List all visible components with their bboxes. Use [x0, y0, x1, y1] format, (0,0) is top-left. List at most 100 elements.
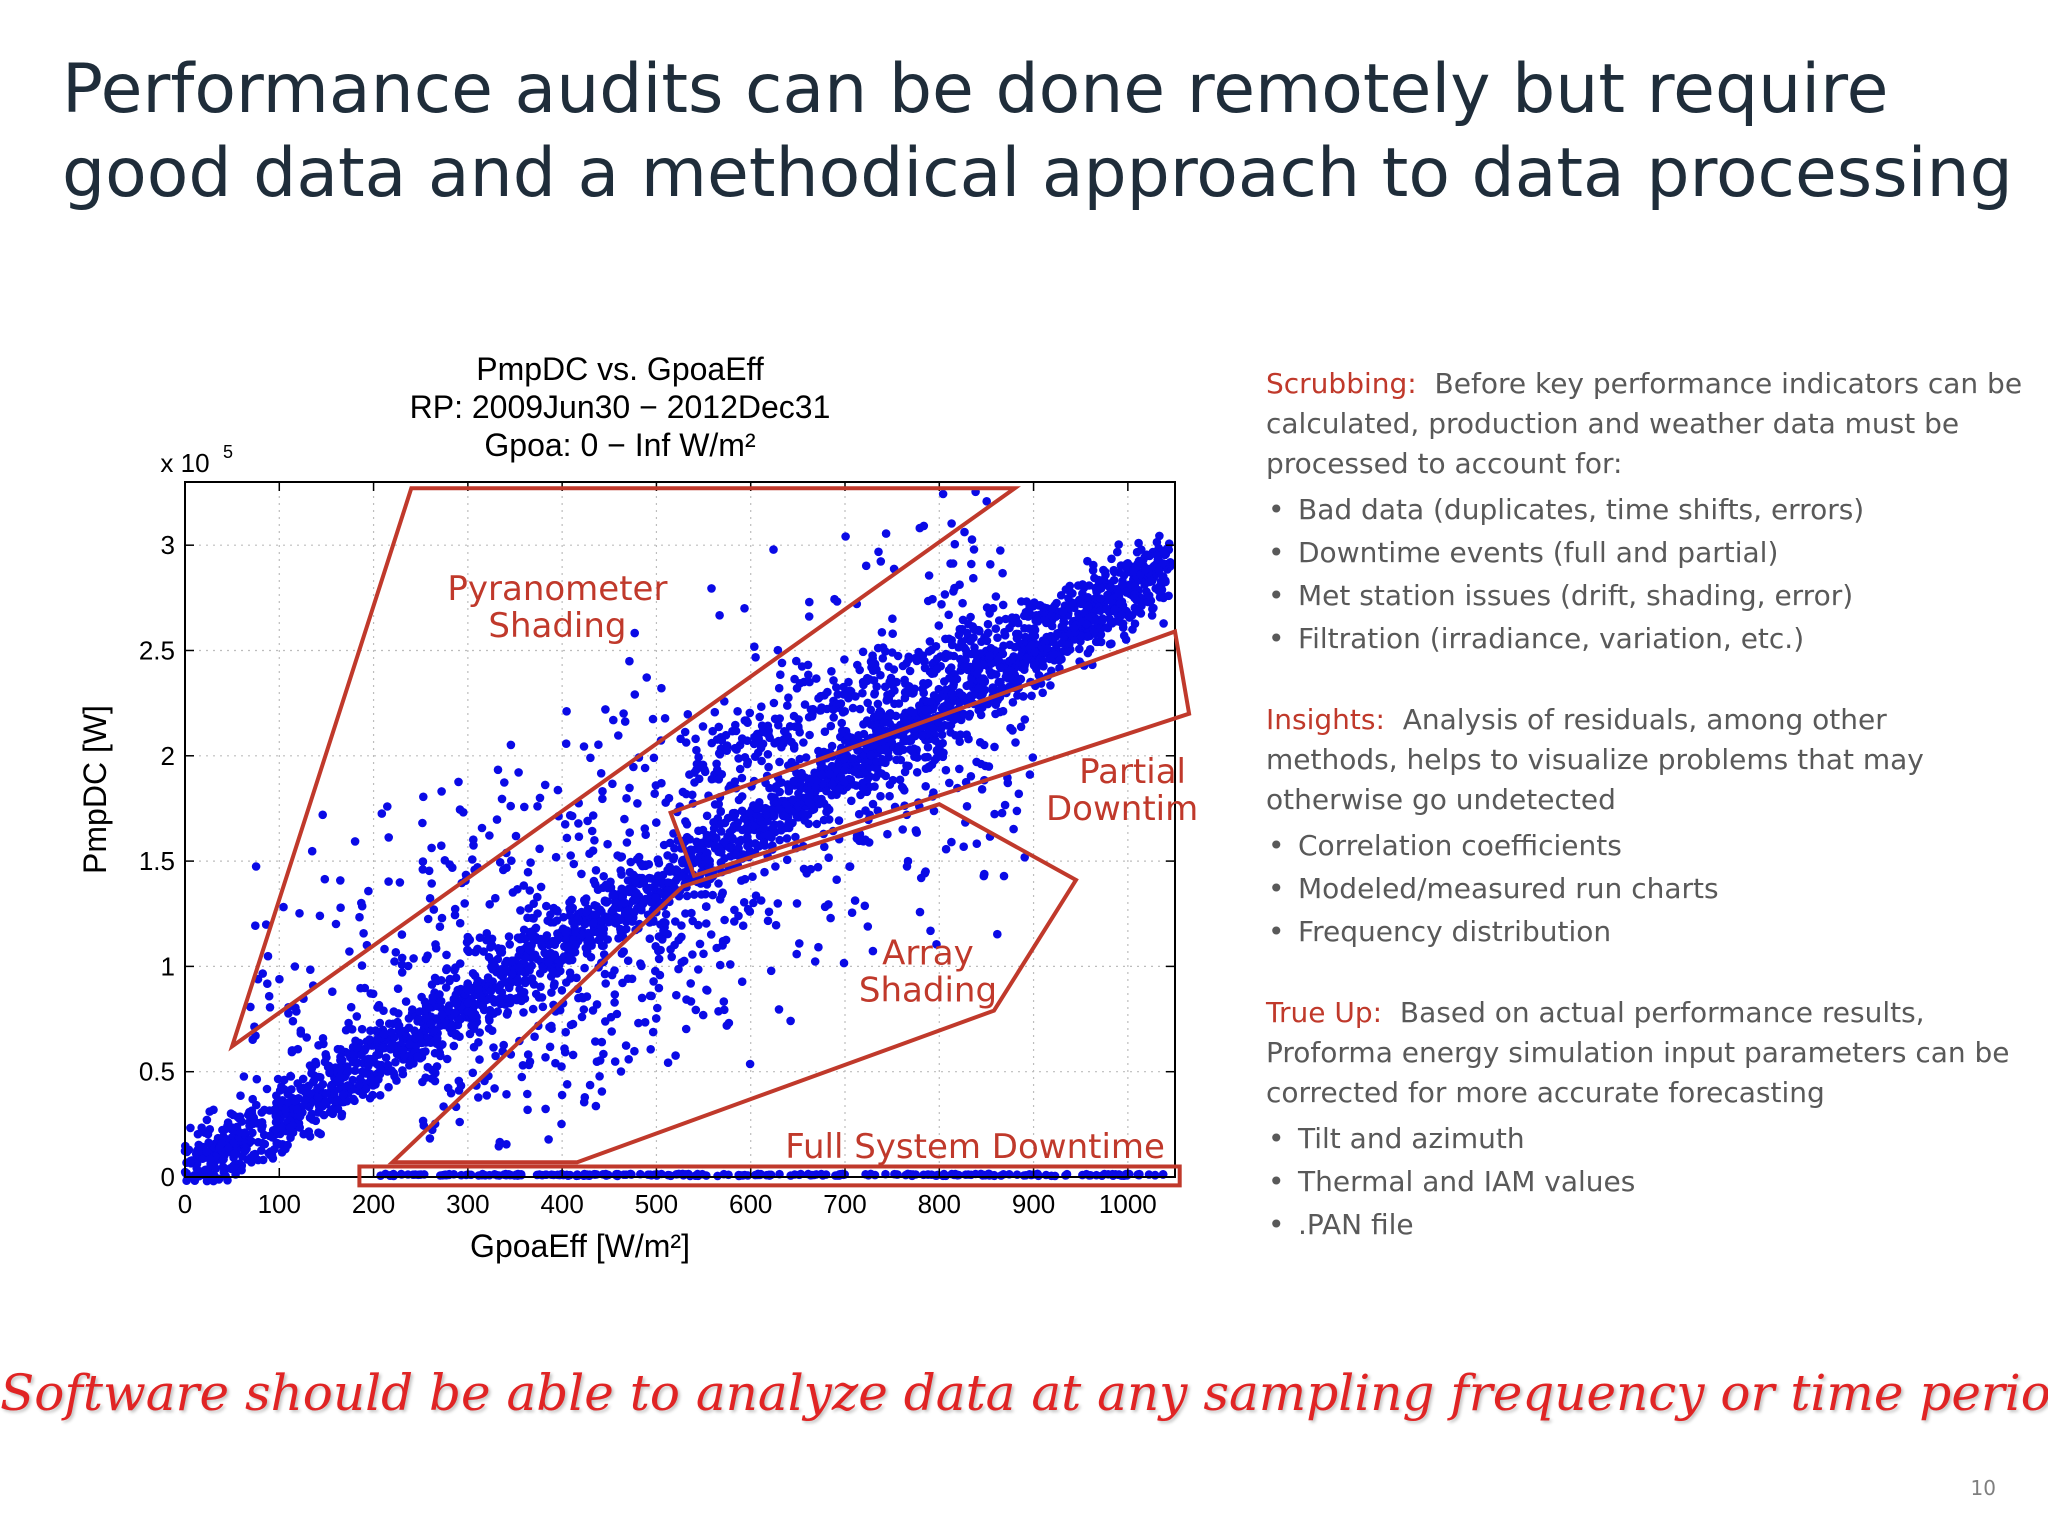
- data-point: [486, 943, 495, 952]
- data-point: [881, 529, 891, 538]
- data-point: [848, 754, 858, 763]
- data-point: [663, 865, 672, 875]
- data-point: [442, 964, 452, 973]
- data-point: [735, 764, 745, 774]
- data-point: [726, 960, 735, 969]
- data-point: [769, 545, 778, 554]
- data-point: [771, 862, 780, 871]
- data-point: [656, 945, 665, 955]
- data-point: [1096, 594, 1105, 603]
- data-point: [740, 753, 750, 762]
- x-tick-label: 1000: [1099, 1189, 1157, 1219]
- data-point: [616, 1067, 626, 1076]
- data-point: [535, 793, 545, 803]
- data-point: [248, 1128, 257, 1138]
- list-item: .PAN file: [1266, 1203, 2026, 1246]
- data-point: [426, 1019, 436, 1029]
- data-point: [763, 830, 773, 840]
- data-point: [739, 898, 749, 907]
- data-point: [822, 807, 831, 817]
- data-point: [507, 956, 517, 965]
- data-point: [506, 801, 515, 811]
- data-point: [287, 1046, 297, 1055]
- data-point: [707, 584, 716, 593]
- data-point: [418, 1077, 427, 1087]
- data-point: [1046, 681, 1055, 690]
- data-point: [1020, 665, 1029, 674]
- data-point: [375, 1018, 385, 1028]
- data-point: [799, 738, 808, 747]
- data-point: [904, 682, 914, 691]
- data-point: [485, 831, 494, 840]
- data-point: [762, 729, 772, 738]
- data-point: [757, 702, 766, 711]
- data-point: [820, 727, 830, 736]
- data-point: [924, 647, 934, 656]
- data-point: [1039, 603, 1049, 612]
- data-point: [1028, 629, 1038, 638]
- data-point: [283, 1140, 292, 1150]
- data-point: [716, 820, 725, 829]
- y-tick-label: 1: [161, 951, 175, 981]
- data-point: [523, 867, 533, 877]
- data-point: [630, 908, 639, 917]
- data-point: [735, 837, 744, 847]
- data-point: [791, 832, 800, 842]
- data-point: [692, 745, 701, 755]
- data-point: [1020, 624, 1029, 633]
- data-point: [972, 669, 982, 678]
- data-point: [538, 1002, 548, 1012]
- data-point: [1057, 622, 1067, 631]
- data-point: [1143, 597, 1153, 607]
- data-point: [993, 633, 1002, 642]
- data-point: [938, 489, 948, 499]
- annotation-region: [387, 802, 1079, 1165]
- data-point: [811, 782, 820, 792]
- data-point: [1030, 647, 1040, 657]
- data-point: [649, 753, 659, 763]
- data-point: [1109, 565, 1119, 575]
- data-point: [521, 953, 531, 963]
- data-point: [866, 750, 876, 760]
- data-point: [186, 1157, 195, 1167]
- data-point: [817, 770, 827, 780]
- data-point: [763, 750, 773, 759]
- data-point: [985, 609, 994, 618]
- data-point: [410, 1026, 419, 1035]
- data-point: [800, 700, 810, 709]
- data-point: [921, 764, 931, 773]
- data-point: [967, 535, 977, 544]
- data-point: [682, 995, 691, 1004]
- data-point: [371, 1026, 381, 1035]
- data-point: [549, 981, 559, 991]
- data-point: [833, 690, 843, 699]
- data-point: [482, 935, 491, 945]
- data-point: [660, 714, 670, 723]
- data-point: [777, 742, 786, 752]
- data-point: [425, 894, 435, 903]
- data-point: [609, 715, 618, 725]
- data-point: [263, 979, 272, 988]
- data-point: [655, 970, 665, 980]
- data-point: [545, 1022, 554, 1032]
- data-point: [868, 946, 878, 956]
- data-point: [880, 682, 890, 692]
- data-point: [344, 1018, 353, 1028]
- data-point: [1027, 640, 1037, 650]
- data-point: [562, 1080, 572, 1089]
- data-point: [588, 811, 598, 820]
- data-point: [950, 583, 959, 593]
- data-point: [861, 806, 870, 815]
- data-point: [843, 689, 852, 698]
- insights-section: Insights: Analysis of residuals, among o…: [1266, 700, 2026, 953]
- data-point: [418, 818, 427, 828]
- data-point: [237, 1165, 246, 1175]
- data-point: [228, 1110, 238, 1120]
- data-point: [677, 921, 686, 930]
- chart-title-line: RP: 2009Jun30 − 2012Dec31: [410, 389, 831, 425]
- data-point: [764, 907, 774, 917]
- data-point: [295, 1112, 305, 1121]
- data-point: [1106, 617, 1116, 627]
- data-point: [603, 935, 612, 944]
- data-point: [1008, 726, 1017, 735]
